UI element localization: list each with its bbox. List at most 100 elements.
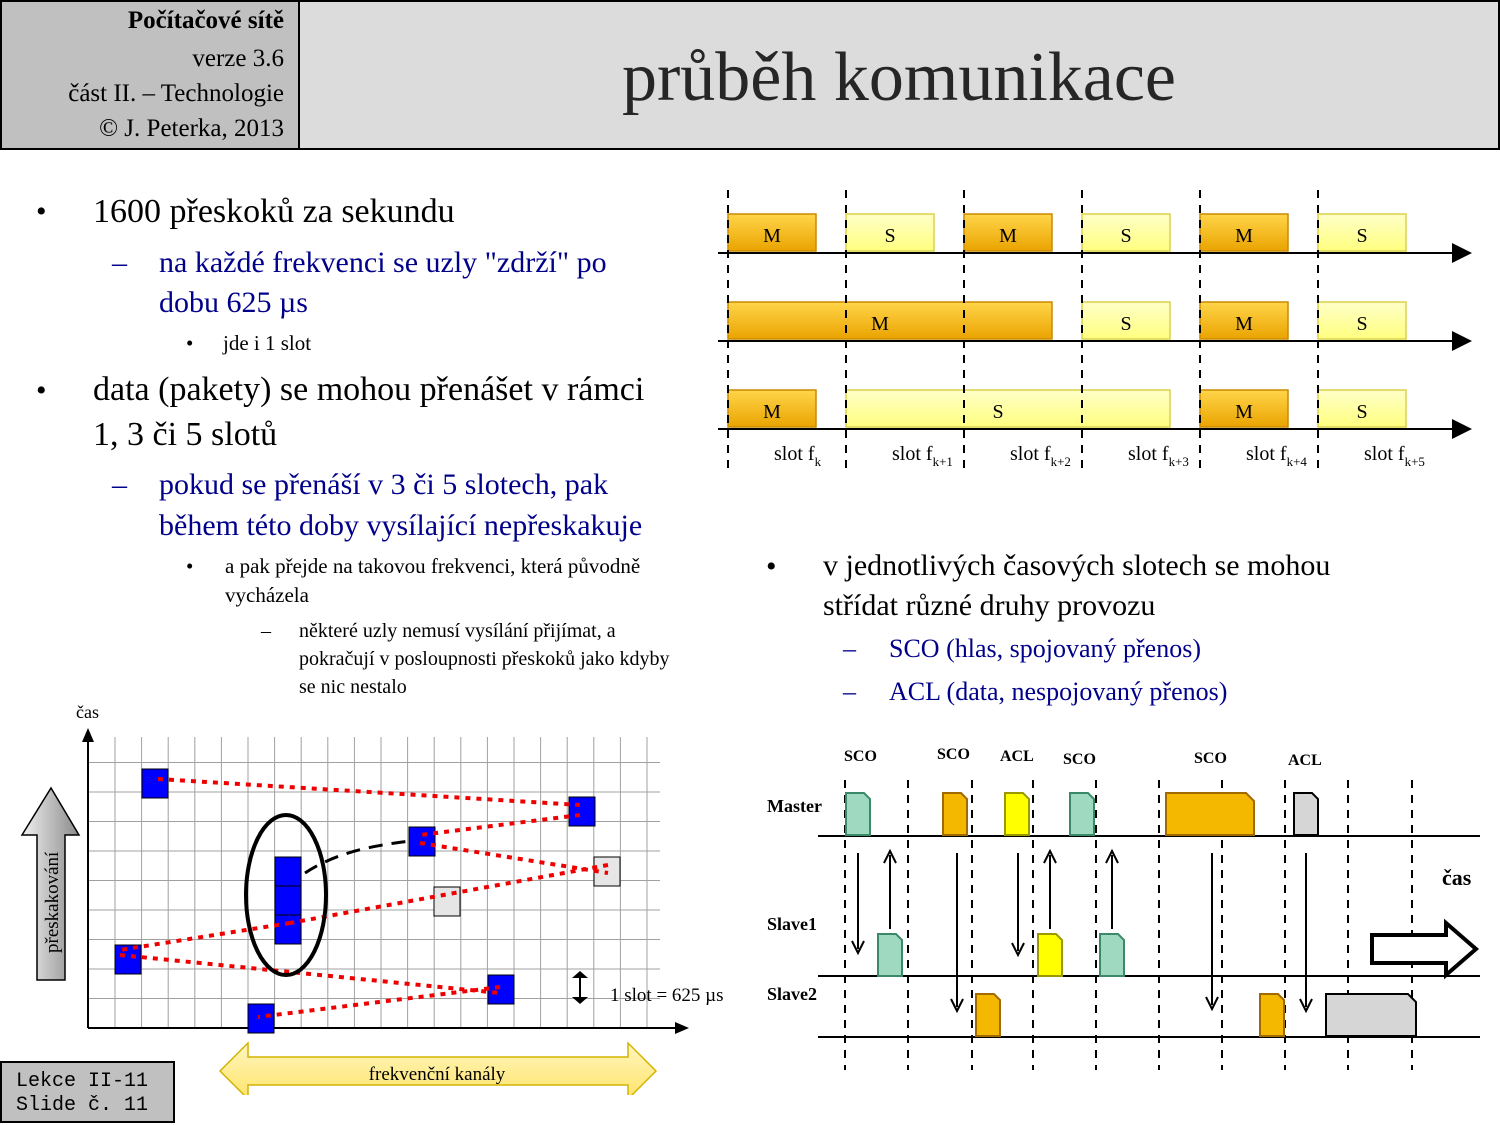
slot-label: slot fk+3 — [1128, 443, 1189, 469]
slot-block — [1317, 213, 1407, 252]
bullet-dot: • — [36, 195, 47, 228]
slot-label: slot fk+2 — [1010, 443, 1071, 469]
slot-block — [1199, 213, 1289, 252]
dashed-link — [304, 839, 411, 875]
bullet-2-sub-line2: během této doby vysílající nepřeskakuje — [159, 509, 643, 542]
slot-block — [1317, 301, 1407, 340]
slave1-label: Slave1 — [767, 914, 817, 934]
hop-paths — [119, 777, 609, 1019]
slave2-label: Slave2 — [767, 984, 817, 1004]
hop-block — [114, 944, 142, 975]
part: část II. – Technologie — [68, 80, 284, 107]
slot-label: slot fk — [774, 443, 822, 469]
packet-sco — [1259, 993, 1285, 1037]
arrow-head — [1452, 419, 1472, 439]
slot-diagram: M S M S M S M S M S M S M S slot fk slot fk+1 slot fk+2… — [718, 190, 1472, 470]
packet-acl-long — [1325, 993, 1417, 1037]
traffic-label: SCO — [844, 748, 877, 765]
frequency-arrow — [218, 1041, 658, 1095]
slot-label: slot fk+1 — [892, 443, 953, 469]
packet-acl — [1037, 933, 1063, 977]
packet-acl — [1004, 792, 1030, 836]
slot-block — [845, 213, 935, 252]
copyright: © J. Peterka, 2013 — [99, 115, 284, 142]
slot-block — [1317, 389, 1407, 428]
hop-block-multi — [274, 856, 302, 945]
header-info-box: Počítačové sítě verze 3.6 část II. – Tec… — [0, 0, 300, 150]
x-axis-arrow — [675, 1022, 689, 1034]
hop-block — [568, 796, 596, 827]
hop-block — [487, 974, 515, 1005]
slot-block-label: M — [1235, 401, 1253, 423]
slot-block — [845, 389, 1171, 428]
bullet-1-item: jde i 1 slot — [223, 331, 312, 355]
bullet-dot: • — [36, 374, 47, 407]
traffic-type-labels: SCO SCO ACL SCO SCO ACL — [844, 746, 1322, 769]
version: verze 3.6 — [192, 45, 284, 72]
footer-slide: Slide č. 11 — [16, 1094, 149, 1117]
traffic-diagram: Master Slave1 Slave2 SCO SCO ACL SCO SCO… — [767, 746, 1480, 1070]
bullet-3-sub1: SCO (hlas, spojovaný přenos) — [889, 634, 1201, 663]
packet-sco — [975, 993, 1001, 1037]
course-name: Počítačové sítě — [127, 7, 284, 34]
packet-sco — [1069, 792, 1095, 836]
packet-sco — [1099, 933, 1125, 977]
bullet-1-sub-line2: dobu 625 µs — [159, 286, 308, 319]
slot-label: slot fk+5 — [1364, 443, 1425, 469]
dash: – — [261, 620, 271, 642]
y-axis-label: čas — [76, 702, 99, 722]
hopping-arrow-label: přeskakování — [42, 851, 63, 953]
bullet-3-line2: střídat různé druhy provozu — [823, 589, 1156, 622]
footer-lecture: Lekce II-11 — [16, 1070, 149, 1093]
slot-block-label: S — [992, 401, 1003, 423]
bullet-3-line1: v jednotlivých časových slotech se mohou — [823, 549, 1331, 582]
y-axis-arrow — [82, 728, 94, 742]
time-arrow — [1370, 918, 1480, 980]
packet-sco — [942, 792, 968, 836]
traffic-label: ACL — [1000, 748, 1034, 765]
slot-block-label: S — [1120, 225, 1131, 247]
slot-block-label: M — [999, 225, 1017, 247]
bullet-2-sub-line1: pokud se přenáší v 3 či 5 slotech, pak — [159, 468, 609, 501]
hop-block — [247, 1003, 275, 1034]
bullet-2-subitem-line1: některé uzly nemusí vysílání přijímat, a — [299, 620, 616, 642]
bullet-1-sub-line1: na každé frekvenci se uzly "zdrží" po — [159, 246, 607, 279]
slot-block — [1081, 301, 1171, 340]
traffic-label: SCO — [1194, 750, 1227, 767]
highlight-ellipse — [244, 813, 328, 977]
dash: – — [843, 677, 856, 706]
bullet-2-item-line2: vycházela — [225, 583, 309, 607]
slot-marker — [572, 971, 588, 978]
frequency-arrow-label: frekvenční kanály — [369, 1064, 506, 1085]
dash: – — [112, 246, 127, 279]
small-dot: • — [186, 331, 194, 355]
traffic-label: SCO — [937, 746, 970, 763]
packet-sco — [877, 933, 903, 977]
slot-block-label: S — [1356, 401, 1367, 423]
slot-note: 1 slot = 625 µs — [610, 985, 724, 1006]
time-label: čas — [1442, 865, 1472, 890]
bullet-1: 1600 přeskoků za sekundu — [93, 193, 455, 230]
transfer-arrows — [851, 848, 1313, 1014]
slot-block — [1199, 389, 1289, 428]
arrow-head — [1452, 331, 1472, 351]
bullet-2-subitem-line2: pokračují v posloupnosti přeskoků jako k… — [299, 648, 670, 670]
slot-block-label: M — [763, 401, 781, 423]
bullet-dot: • — [766, 550, 777, 583]
bullet-2-item-line1: a pak přejde na takovou frekvenci, která… — [225, 554, 641, 578]
slot-block — [963, 213, 1053, 252]
slot-block-label: M — [1235, 313, 1253, 335]
slot-block — [1081, 213, 1171, 252]
hop-diagram: čas přeskakování frekvenční kanály 1 slo… — [20, 702, 724, 1095]
slot-block-label: M — [1235, 225, 1253, 247]
hopping-arrow — [20, 786, 81, 981]
slot-block — [1199, 301, 1289, 340]
bullet-3-sub2: ACL (data, nespojovaný přenos) — [889, 677, 1228, 706]
slot-block-label: S — [1356, 225, 1367, 247]
packet-sco — [845, 792, 871, 836]
traffic-label: ACL — [1288, 752, 1322, 769]
header-title-box: průběh komunikace — [300, 0, 1500, 150]
hop-block — [141, 768, 169, 799]
slot-block-label: S — [884, 225, 895, 247]
arrow-head — [1452, 243, 1472, 263]
